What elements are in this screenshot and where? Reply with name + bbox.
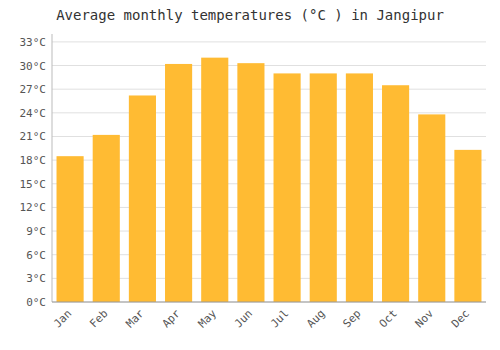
grid-line (52, 65, 486, 66)
x-tick-label: Sep (340, 307, 363, 330)
bar (57, 156, 84, 302)
bar (454, 150, 481, 302)
x-tick-label: Oct (377, 307, 400, 330)
x-tick-label: Nov (413, 307, 437, 331)
x-axis-line (52, 302, 486, 303)
title: Average monthly temperatures (°C ) in Ja… (56, 7, 444, 23)
bar (274, 73, 301, 302)
y-tick-label: 30°C (20, 60, 47, 73)
y-tick-label: 27°C (20, 83, 47, 96)
grid-line (52, 89, 486, 90)
bar (165, 64, 192, 302)
y-tick-label: 3°C (26, 272, 46, 285)
x-tick-label: May (196, 307, 220, 331)
bar (382, 85, 409, 302)
bar (201, 58, 228, 302)
y-tick-label: 21°C (20, 130, 47, 143)
y-tick-label: 12°C (20, 201, 47, 214)
x-tick-label: Jun (232, 307, 255, 330)
bar (418, 114, 445, 302)
bar (346, 73, 373, 302)
x-tick-label: Feb (87, 307, 110, 330)
bar (310, 73, 337, 302)
bar (237, 63, 264, 302)
y-tick-label: 9°C (26, 225, 46, 238)
bars (57, 58, 482, 302)
grid-line (52, 41, 486, 42)
page: {"chart_data": {"type": "bar", "title": … (0, 0, 500, 350)
x-tick-label: Aug (304, 307, 327, 330)
x-tick-label: Jul (268, 307, 291, 330)
y-tick-label: 15°C (20, 178, 47, 191)
x-tick-label: Mar (123, 307, 147, 331)
x-tick-label: Apr (160, 307, 184, 331)
grid-line (52, 302, 486, 303)
grid (52, 42, 486, 302)
x-tick-label: Jan (51, 307, 74, 330)
x-tick-label: Dec (449, 307, 472, 330)
y-axis-line (52, 34, 53, 302)
y-tick-label: 33°C (20, 36, 47, 49)
y-tick-label: 0°C (26, 296, 46, 309)
y-tick-label: 24°C (20, 107, 47, 120)
bar (129, 95, 156, 302)
bar (93, 135, 120, 302)
chart: Average monthly temperatures (°C ) in Ja… (0, 0, 500, 350)
grid-line (52, 112, 486, 113)
y-tick-label: 6°C (26, 249, 46, 262)
y-tick-label: 18°C (20, 154, 47, 167)
